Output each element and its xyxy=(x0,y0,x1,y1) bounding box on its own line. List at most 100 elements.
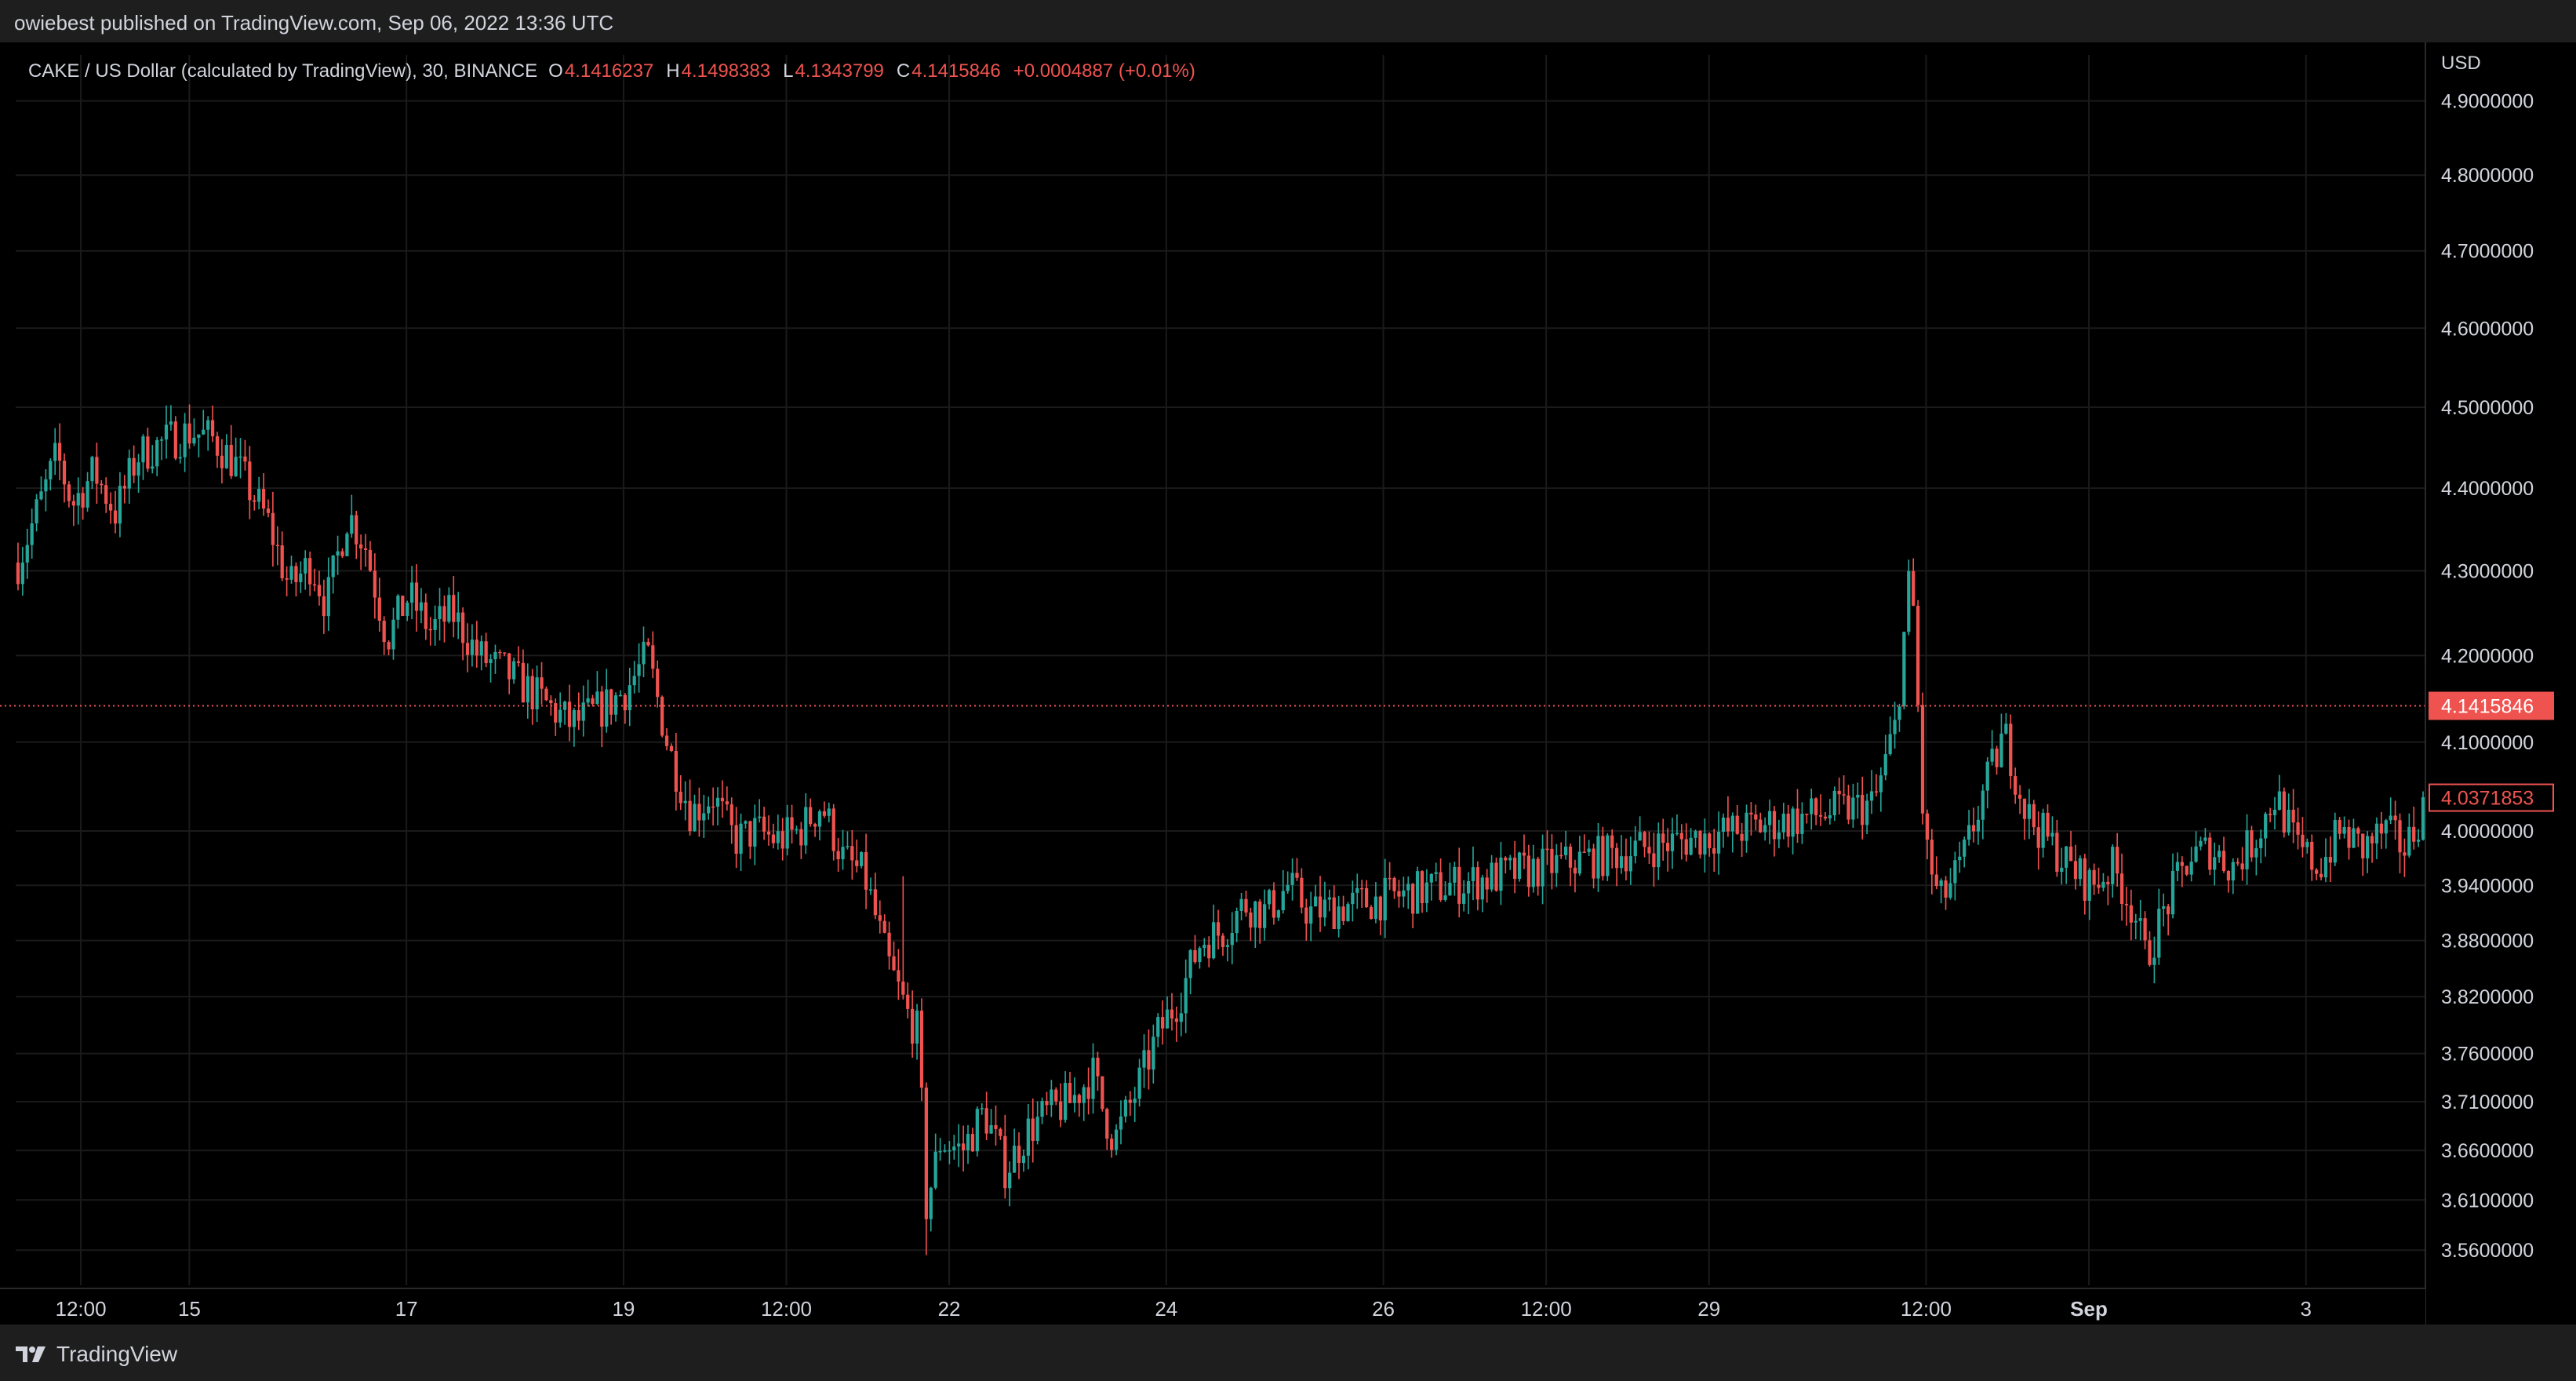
candle-body xyxy=(813,824,817,827)
candle-body xyxy=(2180,862,2184,866)
candle-body xyxy=(331,555,335,578)
candle-body xyxy=(873,889,878,916)
candle-body xyxy=(1188,949,1192,978)
candle-body xyxy=(1184,978,1188,1014)
candle-body xyxy=(809,807,813,825)
candle-body xyxy=(1253,901,1257,928)
candle-body xyxy=(2259,838,2263,848)
candle-body xyxy=(1161,1017,1165,1029)
price-tick-label: 4.7000000 xyxy=(2441,241,2534,263)
price-axis[interactable]: USD 4.9000000 4.8000000 4.7000000 4.6000000 4… xyxy=(2425,42,2576,1325)
candle-body xyxy=(104,485,108,505)
candle-body xyxy=(16,562,20,585)
candle-body xyxy=(1614,847,1619,869)
candle-body xyxy=(465,643,470,655)
candle-body xyxy=(210,420,215,437)
candle-body xyxy=(1369,907,1374,920)
candle-body xyxy=(674,751,678,792)
candle-body xyxy=(1869,791,1874,801)
time-tick-label: 29 xyxy=(1697,1297,1720,1321)
candle-body xyxy=(2403,852,2407,856)
candle-body xyxy=(1842,794,1846,796)
candles xyxy=(16,404,2425,1255)
candle-body xyxy=(1939,880,1943,887)
candle-body xyxy=(243,456,247,462)
candle-body xyxy=(312,584,317,586)
candle-body xyxy=(2022,798,2027,819)
candle-body xyxy=(915,1010,919,1044)
candle-body xyxy=(1272,890,1276,918)
candlestick-chart[interactable]: USD 4.9000000 4.8000000 4.7000000 4.6000000 4… xyxy=(0,42,2576,1325)
candle-body xyxy=(632,676,636,686)
candle-body xyxy=(271,512,275,545)
candle-body xyxy=(86,481,89,508)
candle-body xyxy=(795,829,799,831)
candle-body xyxy=(1471,867,1475,881)
candle-body xyxy=(2254,847,2258,858)
candle-body xyxy=(1193,949,1197,963)
candle-body xyxy=(406,603,409,616)
candle-body xyxy=(994,1124,998,1129)
candle-body xyxy=(1916,606,1920,705)
candle-body xyxy=(785,817,789,849)
candle-body xyxy=(554,703,558,723)
candle-body xyxy=(1276,910,1280,918)
candle-body xyxy=(2092,869,2096,885)
candle-body xyxy=(146,436,150,469)
time-axis[interactable]: 12:00 15 17 19 12:00 22 24 26 12:00 29 12:00 Sep 3 xyxy=(0,1288,2425,1325)
candle-body xyxy=(1295,873,1299,878)
candle-body xyxy=(1689,837,1693,855)
candle-body xyxy=(669,745,674,752)
candle-body xyxy=(1207,945,1211,959)
candle-body xyxy=(1781,813,1785,833)
candle-body xyxy=(1286,884,1290,891)
candle-body xyxy=(957,1143,961,1147)
candle-body xyxy=(1675,833,1679,835)
candle-body xyxy=(1137,1067,1141,1099)
candle-body xyxy=(2162,906,2166,909)
candle-body xyxy=(414,582,419,611)
chart-frame[interactable]: USD 4.9000000 4.8000000 4.7000000 4.6000000 4… xyxy=(0,42,2576,1325)
footer-brand[interactable]: TradingView xyxy=(16,1339,177,1370)
candle-body xyxy=(1494,862,1498,891)
candle-body xyxy=(53,443,57,461)
candle-body xyxy=(535,677,539,709)
candle-body xyxy=(363,548,368,550)
candle-body xyxy=(2379,823,2384,834)
price-tick-label: 3.6100000 xyxy=(2441,1190,2534,1212)
candle-body xyxy=(897,970,901,982)
candle-body xyxy=(1304,907,1308,924)
candle-body xyxy=(1545,848,1549,851)
candle-body xyxy=(1647,847,1651,854)
candle-body xyxy=(1114,1129,1119,1150)
candle-body xyxy=(2236,862,2239,864)
candle-body xyxy=(95,457,99,484)
price-axis-currency: USD xyxy=(2441,53,2481,74)
candle-body xyxy=(44,479,48,492)
candle-body xyxy=(1050,1089,1053,1106)
candle-body xyxy=(2389,815,2392,821)
candle-body xyxy=(2014,776,2018,795)
candle-body xyxy=(776,831,780,844)
legend-change: +0.0004887 (+0.01%) xyxy=(1013,60,1195,82)
candle-body xyxy=(248,461,252,501)
candle-body xyxy=(878,915,882,921)
candle-body xyxy=(340,551,344,556)
candle-body xyxy=(1012,1146,1017,1173)
candle-body xyxy=(108,504,113,511)
candle-body xyxy=(711,806,715,808)
candle-body xyxy=(113,510,118,524)
candle-body xyxy=(2175,862,2180,871)
candle-body xyxy=(409,582,414,603)
candle-body xyxy=(498,651,502,654)
candle-body xyxy=(433,619,437,630)
candle-body xyxy=(790,817,794,830)
candle-body xyxy=(817,811,822,827)
candle-body xyxy=(1424,882,1429,904)
candle-body xyxy=(2124,904,2129,905)
candle-body xyxy=(183,423,187,457)
candle-body xyxy=(470,639,475,655)
candle-body xyxy=(581,702,585,721)
candle-body xyxy=(132,457,136,476)
candle-body xyxy=(1230,933,1234,946)
